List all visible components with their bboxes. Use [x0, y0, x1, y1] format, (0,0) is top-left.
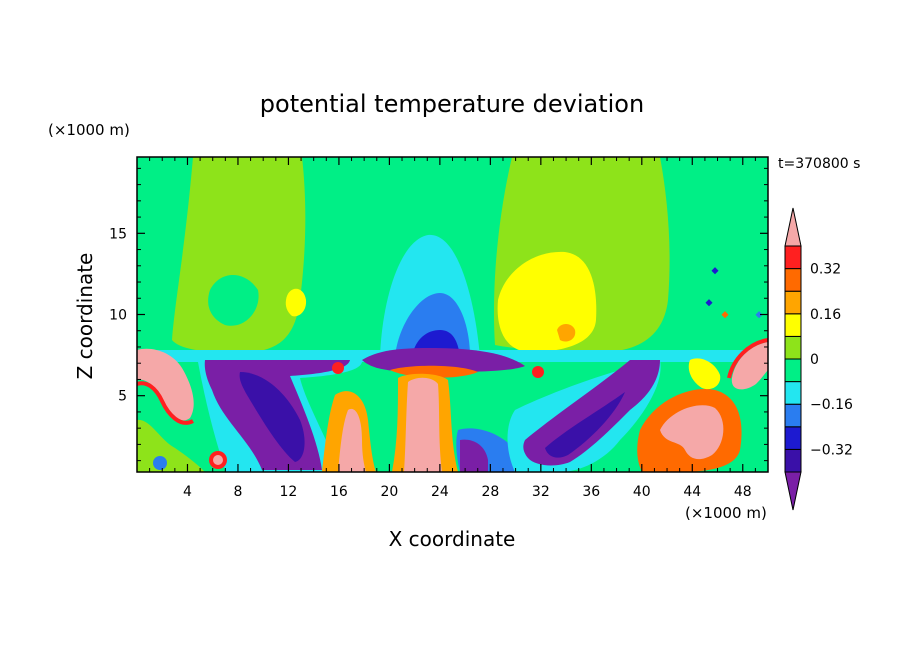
- y-tick-label: 10: [109, 308, 127, 324]
- colorbar-tick-label: 0.16: [810, 307, 841, 323]
- colorbar: 0.32 0.16 0 −0.16 −0.32: [784, 207, 853, 511]
- field-warm-spot-center: [332, 362, 344, 374]
- y-tick-label: 15: [109, 226, 127, 242]
- x-tick-label: 32: [532, 484, 550, 500]
- field-upper-left-green-patch: [208, 275, 259, 326]
- field-left-warm-edge-rim: [137, 381, 194, 425]
- colorbar-bin: [784, 358, 802, 383]
- colorbar-tick-label: −0.32: [810, 442, 853, 458]
- colorbar-low-extension: [784, 471, 802, 511]
- field-warm-spot-left-core: [213, 455, 223, 465]
- colorbar-bin: [784, 426, 802, 450]
- x-tick-label: 20: [380, 484, 398, 500]
- colorbar-high-extension: [784, 207, 802, 247]
- field-left-green-strip: [137, 419, 205, 472]
- x-tick-label: 48: [734, 484, 752, 500]
- x-tick-label: 44: [683, 484, 701, 500]
- field-upper-plume-left: [172, 157, 306, 353]
- x-tick-label: 16: [330, 484, 348, 500]
- x-tick-label: 40: [633, 484, 651, 500]
- field-right-yellow-band: [688, 358, 721, 390]
- x-tick-label: 8: [233, 484, 242, 500]
- x-unit-label: (×1000 m): [685, 504, 767, 522]
- y-axis-title: Z coordinate: [73, 253, 97, 380]
- colorbar-bin: [784, 290, 802, 315]
- field-orange-spot: [557, 324, 576, 342]
- colorbar-bin: [784, 245, 802, 270]
- colorbar-bin: [784, 448, 802, 473]
- field-left-warm-edge: [137, 348, 194, 421]
- colorbar-tick-label: 0.32: [810, 262, 841, 278]
- field-left-cold-core: [239, 372, 305, 462]
- field-right-warm-edge-rim: [727, 338, 768, 379]
- field-speck-3: [721, 311, 729, 319]
- x-tick-label: 36: [582, 484, 600, 500]
- colorbar-tick-label: 0: [810, 352, 819, 368]
- x-tick-label: 4: [183, 484, 192, 500]
- plot-area: [137, 157, 768, 472]
- field-right-warm-blob: [660, 405, 724, 460]
- x-tick-label: 12: [280, 484, 298, 500]
- field-mid-warm-left-core: [338, 408, 366, 472]
- x-axis-title: X coordinate: [389, 527, 516, 551]
- colorbar-bin: [784, 381, 802, 405]
- field-mid-purple-right: [460, 439, 488, 472]
- field-center-cold-lens: [362, 348, 525, 372]
- field-small-yellow: [285, 288, 307, 317]
- field-speck-2: [705, 299, 713, 307]
- field-right-cold-core: [545, 392, 625, 458]
- colorbar-tick-label: −0.16: [810, 397, 853, 413]
- y-tick-label: 5: [118, 389, 127, 405]
- colorbar-bin: [784, 268, 802, 292]
- field-warm-spot-right: [532, 366, 544, 378]
- x-tick-label: 24: [431, 484, 449, 500]
- y-unit-label: (×1000 m): [48, 121, 130, 139]
- field-speck-4: [755, 311, 763, 319]
- colorbar-bin: [784, 403, 802, 428]
- field-right-warm-edge: [731, 342, 768, 390]
- time-label: t=370800 s: [778, 156, 860, 172]
- field-blue-spot-left: [153, 456, 167, 470]
- colorbar-bin: [784, 335, 802, 360]
- field-center-warm-column: [404, 377, 442, 472]
- field-speck-1: [711, 267, 719, 275]
- colorbar-bin: [784, 313, 802, 337]
- chart-title: potential temperature deviation: [260, 90, 644, 118]
- x-tick-label: 28: [481, 484, 499, 500]
